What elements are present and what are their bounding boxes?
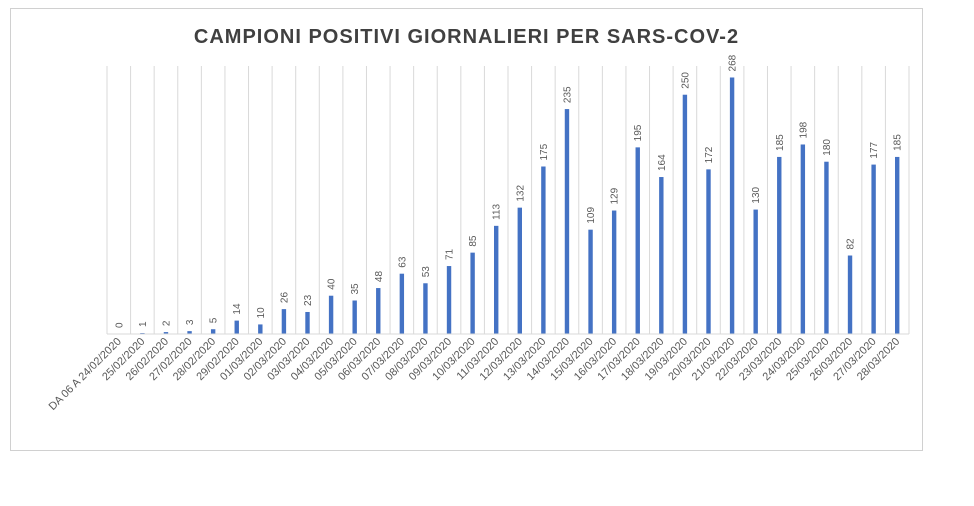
bar — [376, 288, 381, 334]
bar — [234, 320, 239, 334]
bar — [847, 255, 853, 334]
data-label: 85 — [468, 235, 479, 247]
chart-frame: CAMPIONI POSITIVI GIORNALIERI PER SARS-C… — [10, 8, 923, 451]
bar — [729, 77, 735, 334]
data-label: 235 — [562, 86, 573, 103]
data-label: 23 — [303, 294, 314, 306]
data-label: 250 — [680, 72, 691, 89]
data-label: 198 — [798, 121, 809, 138]
data-label: 53 — [421, 266, 432, 278]
data-label: 26 — [279, 292, 290, 304]
data-label: 82 — [846, 238, 857, 250]
x-tick-labels: DA 06 A 24/02/202025/02/202026/02/202027… — [47, 336, 903, 413]
data-label: 48 — [374, 270, 385, 282]
data-label: 10 — [256, 307, 267, 319]
data-label: 113 — [492, 203, 503, 219]
data-label: 195 — [633, 124, 644, 141]
bar — [470, 252, 475, 334]
bar — [163, 332, 169, 334]
data-label: 3 — [185, 319, 196, 325]
data-label: 268 — [728, 54, 739, 71]
bar — [541, 166, 546, 334]
data-label: 129 — [610, 187, 621, 204]
data-label: 0 — [114, 322, 125, 328]
bar — [352, 300, 357, 334]
data-label: 1 — [138, 321, 149, 327]
bar — [800, 144, 806, 334]
bar — [753, 209, 758, 334]
data-label: 109 — [586, 207, 597, 224]
bar — [305, 311, 310, 334]
data-label: 185 — [775, 134, 786, 151]
bars — [140, 77, 900, 334]
bar — [281, 309, 287, 334]
bar — [446, 266, 452, 334]
bar — [706, 169, 711, 334]
bar — [494, 225, 499, 334]
data-label: 5 — [209, 317, 220, 323]
bar — [588, 229, 593, 334]
data-label: 164 — [657, 154, 668, 171]
data-label: 14 — [232, 303, 243, 315]
bar — [611, 210, 617, 334]
bar — [871, 164, 876, 334]
data-label: 132 — [515, 185, 526, 202]
data-label: 35 — [350, 283, 361, 295]
bar — [423, 283, 428, 334]
data-label: 130 — [751, 186, 762, 203]
bar — [258, 324, 263, 334]
bar — [210, 329, 216, 334]
bar — [564, 109, 570, 334]
bar — [659, 177, 664, 334]
data-label: 2 — [161, 320, 172, 326]
bar — [895, 156, 900, 334]
data-label: 63 — [397, 256, 408, 268]
bar — [187, 331, 192, 334]
data-label: 172 — [704, 146, 715, 163]
data-label: 40 — [327, 278, 338, 290]
bar — [824, 161, 829, 334]
data-label: 177 — [869, 141, 880, 158]
gridlines — [106, 66, 910, 334]
data-label: 185 — [893, 134, 904, 151]
bar — [399, 273, 405, 334]
chart-title: CAMPIONI POSITIVI GIORNALIERI PER SARS-C… — [193, 26, 740, 48]
bar — [328, 295, 334, 334]
data-label: 71 — [445, 248, 456, 260]
bar — [777, 156, 782, 334]
bar — [682, 94, 688, 334]
bar — [517, 207, 522, 334]
bar — [635, 147, 640, 334]
data-label: 175 — [539, 143, 550, 160]
data-label: 180 — [822, 139, 833, 156]
